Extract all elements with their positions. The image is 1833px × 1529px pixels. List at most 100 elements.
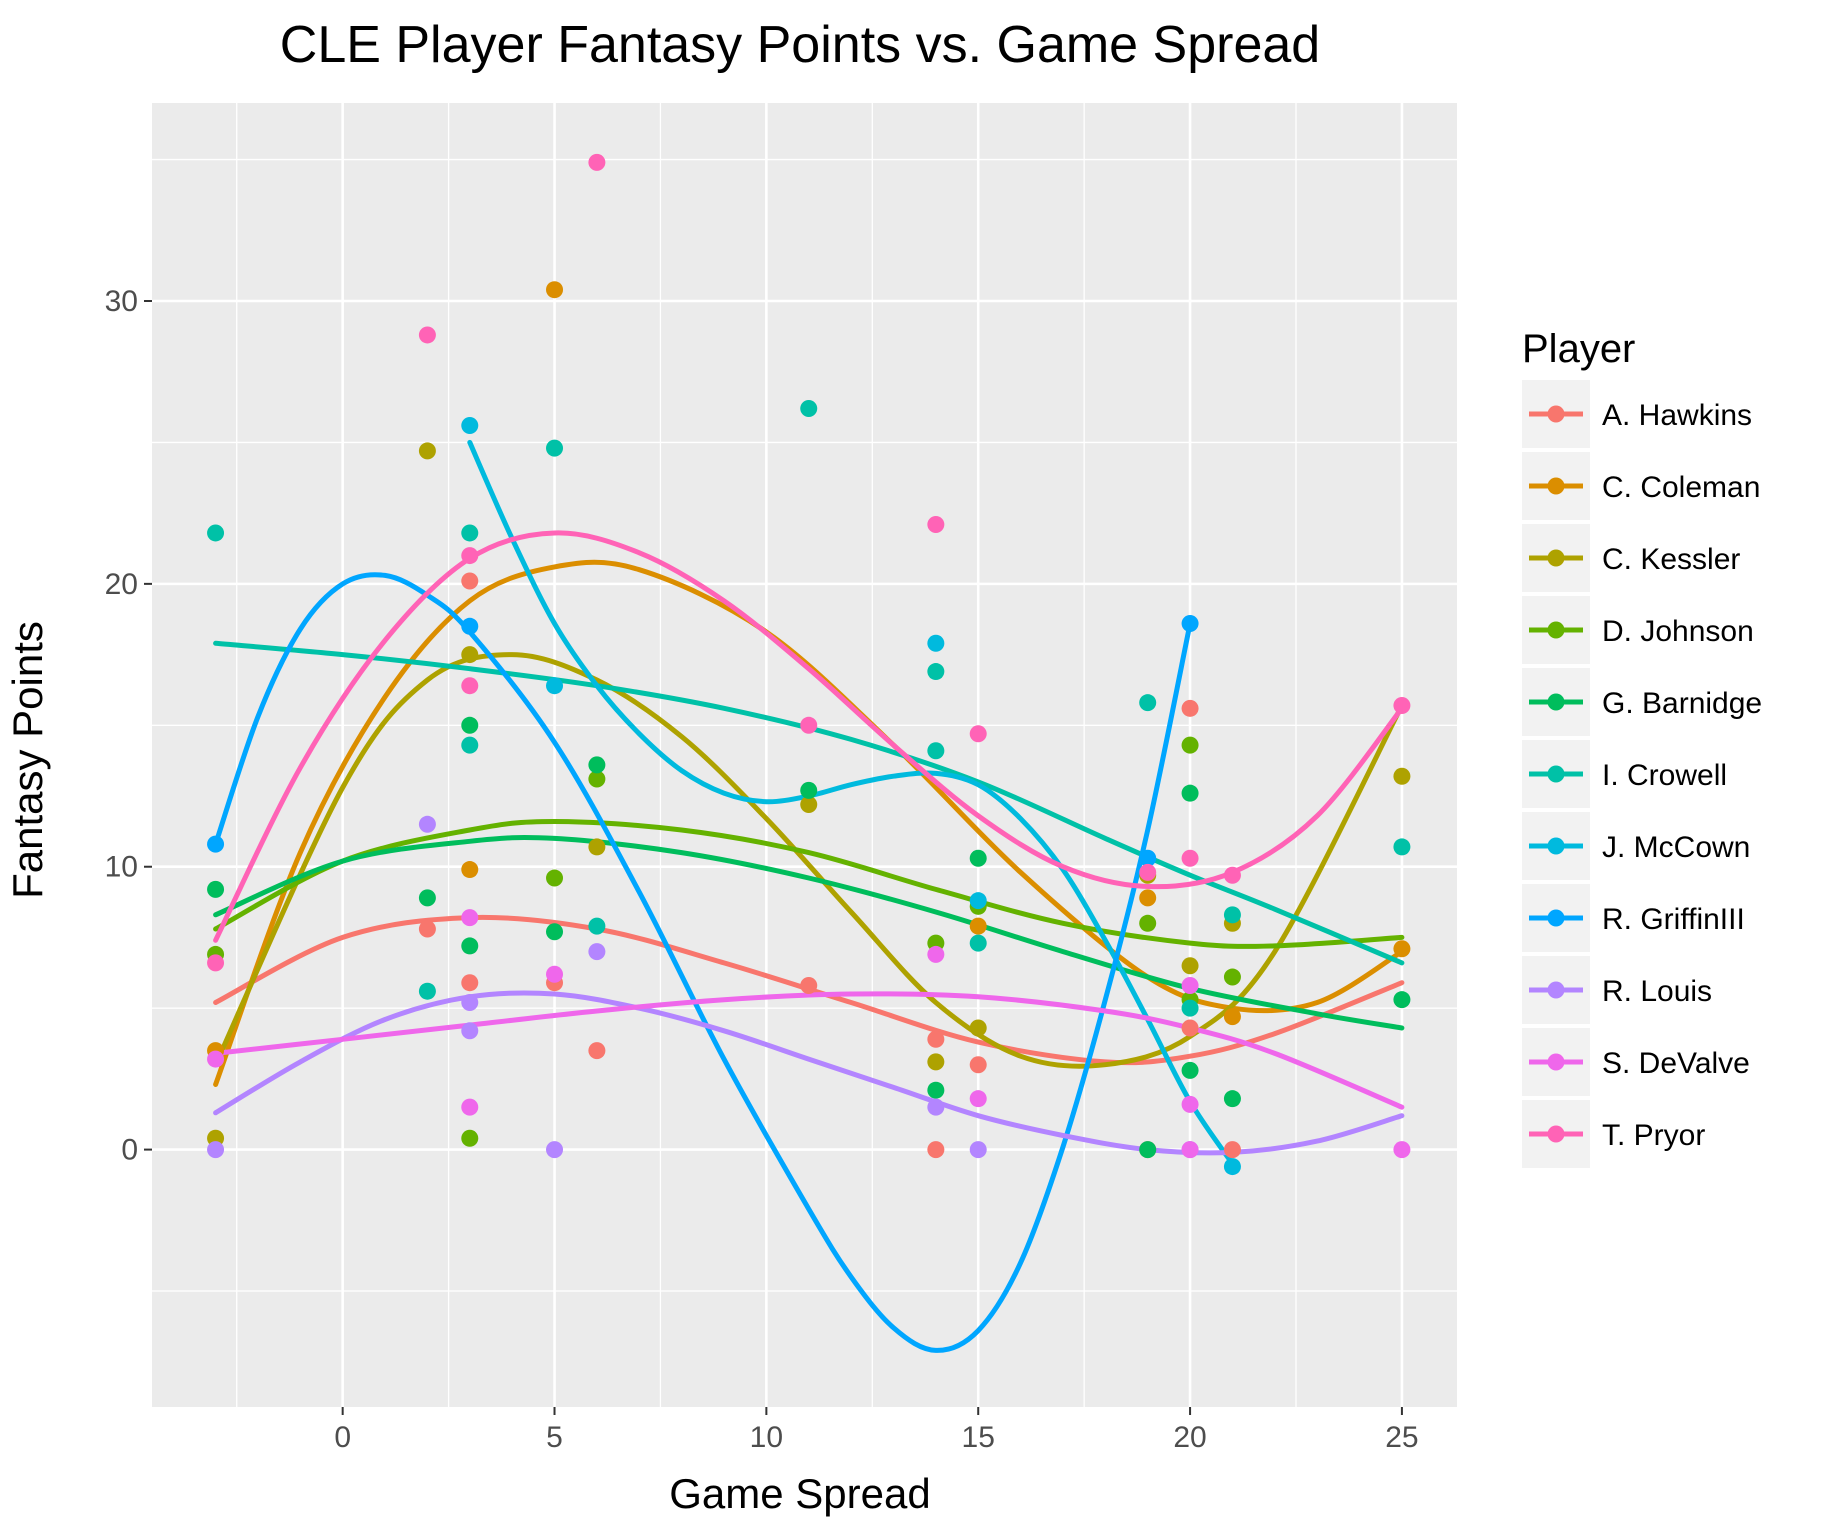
- data-point-g-barnidge: [1393, 991, 1410, 1008]
- data-point-c-kessler: [1393, 768, 1410, 785]
- data-point-i-crowell: [546, 440, 563, 457]
- data-point-i-crowell: [1224, 906, 1241, 923]
- legend-item-r-griffiniii: R. GriffinIII: [1522, 884, 1745, 952]
- y-tick-label: 20: [105, 568, 138, 601]
- legend-key-point: [1548, 910, 1565, 927]
- data-point-g-barnidge: [927, 1082, 944, 1099]
- legend-item-r-louis: R. Louis: [1522, 956, 1712, 1024]
- data-point-s-devalve: [207, 1051, 224, 1068]
- data-point-g-barnidge: [461, 717, 478, 734]
- legend-label-s-devalve: S. DeValve: [1602, 1047, 1750, 1080]
- data-point-i-crowell: [1139, 694, 1156, 711]
- data-point-c-kessler: [1182, 957, 1199, 974]
- data-point-j-mccown: [970, 892, 987, 909]
- data-point-t-pryor: [1139, 864, 1156, 881]
- legend-title: Player: [1522, 327, 1635, 371]
- data-point-s-devalve: [461, 909, 478, 926]
- legend-label-d-johnson: D. Johnson: [1602, 615, 1754, 648]
- x-axis-title: Game Spread: [669, 1470, 930, 1517]
- y-axis: 0102030: [105, 285, 152, 1167]
- data-point-g-barnidge: [461, 937, 478, 954]
- data-point-g-barnidge: [546, 923, 563, 940]
- legend-key-point: [1548, 1054, 1565, 1071]
- data-point-c-coleman: [970, 918, 987, 935]
- data-point-s-devalve: [927, 946, 944, 963]
- data-point-a-hawkins: [1182, 700, 1199, 717]
- data-point-d-johnson: [546, 870, 563, 887]
- legend-item-i-crowell: I. Crowell: [1522, 740, 1727, 808]
- data-point-d-johnson: [461, 1130, 478, 1147]
- chart-title: CLE Player Fantasy Points vs. Game Sprea…: [280, 16, 1320, 74]
- legend-item-c-coleman: C. Coleman: [1522, 452, 1760, 520]
- data-point-g-barnidge: [419, 889, 436, 906]
- data-point-t-pryor: [970, 725, 987, 742]
- legend-key-point: [1548, 766, 1565, 783]
- data-point-g-barnidge: [207, 881, 224, 898]
- legend: Player A. HawkinsC. ColemanC. KesslerD. …: [1522, 327, 1762, 1168]
- data-point-t-pryor: [927, 516, 944, 533]
- data-point-c-coleman: [1393, 940, 1410, 957]
- data-point-a-hawkins: [970, 1056, 987, 1073]
- legend-label-i-crowell: I. Crowell: [1602, 759, 1727, 792]
- legend-label-t-pryor: T. Pryor: [1602, 1119, 1705, 1152]
- data-point-i-crowell: [927, 663, 944, 680]
- x-tick-label: 10: [750, 1421, 783, 1454]
- data-point-g-barnidge: [970, 850, 987, 867]
- data-point-i-crowell: [588, 918, 605, 935]
- data-point-i-crowell: [1182, 1000, 1199, 1017]
- data-point-i-crowell: [1393, 838, 1410, 855]
- data-point-r-louis: [461, 994, 478, 1011]
- y-axis-title: Fantasy Points: [4, 621, 51, 899]
- data-point-c-coleman: [546, 281, 563, 298]
- x-tick-label: 0: [334, 1421, 351, 1454]
- data-point-t-pryor: [588, 154, 605, 171]
- data-point-r-louis: [970, 1141, 987, 1158]
- legend-item-s-devalve: S. DeValve: [1522, 1028, 1750, 1096]
- data-point-s-devalve: [1182, 1141, 1199, 1158]
- data-point-c-kessler: [461, 646, 478, 663]
- data-point-s-devalve: [546, 966, 563, 983]
- x-axis: 0 5 10 15 20 25: [334, 1407, 1418, 1454]
- data-point-i-crowell: [927, 742, 944, 759]
- data-point-c-kessler: [970, 1019, 987, 1036]
- data-point-t-pryor: [461, 547, 478, 564]
- data-point-d-johnson: [1224, 969, 1241, 986]
- legend-item-t-pryor: T. Pryor: [1522, 1100, 1705, 1168]
- legend-label-j-mccown: J. McCown: [1602, 831, 1750, 864]
- data-point-t-pryor: [1224, 867, 1241, 884]
- data-point-c-kessler: [419, 442, 436, 459]
- data-point-t-pryor: [207, 954, 224, 971]
- data-point-r-griffiniii: [461, 618, 478, 635]
- data-point-i-crowell: [461, 737, 478, 754]
- legend-item-c-kessler: C. Kessler: [1522, 524, 1740, 592]
- data-point-c-coleman: [1139, 889, 1156, 906]
- data-point-i-crowell: [419, 983, 436, 1000]
- data-point-r-louis: [419, 816, 436, 833]
- legend-item-g-barnidge: G. Barnidge: [1522, 668, 1762, 736]
- legend-key-point: [1548, 622, 1565, 639]
- data-point-a-hawkins: [927, 1031, 944, 1048]
- data-point-a-hawkins: [419, 920, 436, 937]
- data-point-j-mccown: [461, 417, 478, 434]
- legend-label-g-barnidge: G. Barnidge: [1602, 687, 1762, 720]
- data-point-i-crowell: [800, 400, 817, 417]
- y-tick-label: 0: [121, 1134, 138, 1167]
- legend-label-r-louis: R. Louis: [1602, 975, 1712, 1008]
- data-point-j-mccown: [1224, 1158, 1241, 1175]
- y-tick-label: 10: [105, 851, 138, 884]
- data-point-t-pryor: [461, 677, 478, 694]
- data-point-g-barnidge: [1182, 785, 1199, 802]
- data-point-a-hawkins: [927, 1141, 944, 1158]
- x-tick-label: 25: [1385, 1421, 1418, 1454]
- data-point-c-kessler: [588, 838, 605, 855]
- data-point-t-pryor: [1393, 697, 1410, 714]
- data-point-a-hawkins: [588, 1042, 605, 1059]
- legend-key-point: [1548, 694, 1565, 711]
- x-tick-label: 5: [546, 1421, 563, 1454]
- data-point-s-devalve: [461, 1099, 478, 1116]
- data-point-r-griffiniii: [1182, 615, 1199, 632]
- x-tick-label: 20: [1173, 1421, 1206, 1454]
- data-point-i-crowell: [970, 935, 987, 952]
